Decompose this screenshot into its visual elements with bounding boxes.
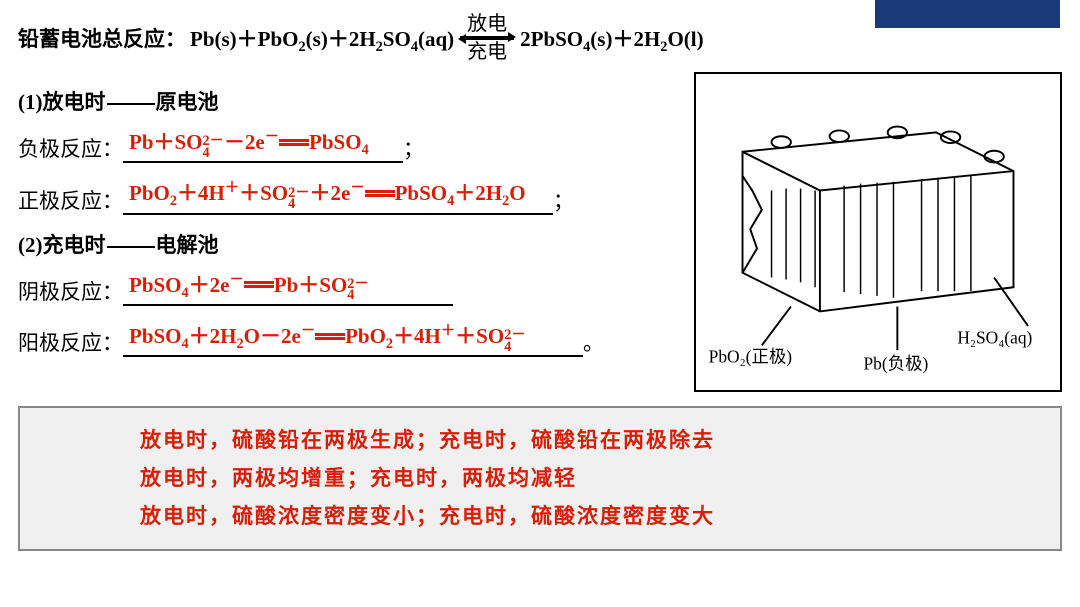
diagram-label-h2so4: H₂SO₄(aq) bbox=[957, 327, 1032, 347]
neg-equation: Pb＋SO2－4－2e－PbSO4 bbox=[123, 126, 403, 163]
punct: ； bbox=[403, 133, 424, 163]
title-lead: 铅蓄电池总反应： bbox=[18, 23, 186, 53]
battery-diagram: PbO₂(正极) Pb(负极) H₂SO₄(aq) bbox=[694, 72, 1062, 392]
summary-line-2: 放电时，两极均增重；充电时，两极均减轻 bbox=[140, 460, 1040, 498]
punct: 。 bbox=[583, 327, 604, 357]
battery-svg: PbO₂(正极) Pb(负极) H₂SO₄(aq) bbox=[702, 84, 1054, 384]
summary-box: 放电时，硫酸铅在两极生成；充电时，硫酸铅在两极除去 放电时，两极均增重；充电时，… bbox=[18, 406, 1062, 551]
section-1-header: (1)放电时原电池 bbox=[18, 86, 684, 116]
punct: ； bbox=[553, 185, 574, 215]
pos-label: 正极反应： bbox=[18, 185, 123, 215]
anode-equation: PbSO4＋2H2O－2e－PbO2＋4H＋＋SO2－4 bbox=[123, 320, 583, 357]
cathode-label: 阴极反应： bbox=[18, 276, 123, 306]
cathode-equation: PbSO4＋2e－Pb＋SO2－4 bbox=[123, 269, 453, 306]
summary-line-1: 放电时，硫酸铅在两极生成；充电时，硫酸铅在两极除去 bbox=[140, 422, 1040, 460]
neg-label: 负极反应： bbox=[18, 133, 123, 163]
reaction-lhs: Pb(s)＋PbO2(s)＋2H2SO4(aq) bbox=[190, 23, 454, 53]
pos-equation: PbO2＋4H＋＋SO2－4＋2e－PbSO4＋2H2O bbox=[123, 177, 553, 214]
equations-column: (1)放电时原电池 负极反应： Pb＋SO2－4－2e－PbSO4 ； 正极反应… bbox=[18, 76, 684, 371]
reaction-rhs: 2PbSO4(s)＋2H2O(l) bbox=[520, 23, 703, 53]
negative-electrode-row: 负极反应： Pb＋SO2－4－2e－PbSO4 ； bbox=[18, 126, 684, 163]
section-2-header: (2)充电时电解池 bbox=[18, 229, 684, 259]
anode-row: 阳极反应： PbSO4＋2H2O－2e－PbO2＋4H＋＋SO2－4 。 bbox=[18, 320, 684, 357]
diagram-label-pb: Pb(负极) bbox=[863, 353, 928, 373]
arrow-label-top: 放电 bbox=[467, 14, 507, 34]
summary-line-3: 放电时，硫酸浓度密度变小；充电时，硫酸浓度密度变大 bbox=[140, 498, 1040, 536]
positive-electrode-row: 正极反应： PbO2＋4H＋＋SO2－4＋2e－PbSO4＋2H2O ； bbox=[18, 177, 684, 214]
corner-decoration bbox=[875, 0, 1060, 28]
cathode-row: 阴极反应： PbSO4＋2e－Pb＋SO2－4 bbox=[18, 269, 684, 306]
arrow-label-bottom: 充电 bbox=[467, 42, 507, 62]
anode-label: 阳极反应： bbox=[18, 327, 123, 357]
reversible-arrows: 放电 充电 bbox=[460, 14, 514, 62]
diagram-label-pbo2: PbO₂(正极) bbox=[709, 347, 793, 367]
